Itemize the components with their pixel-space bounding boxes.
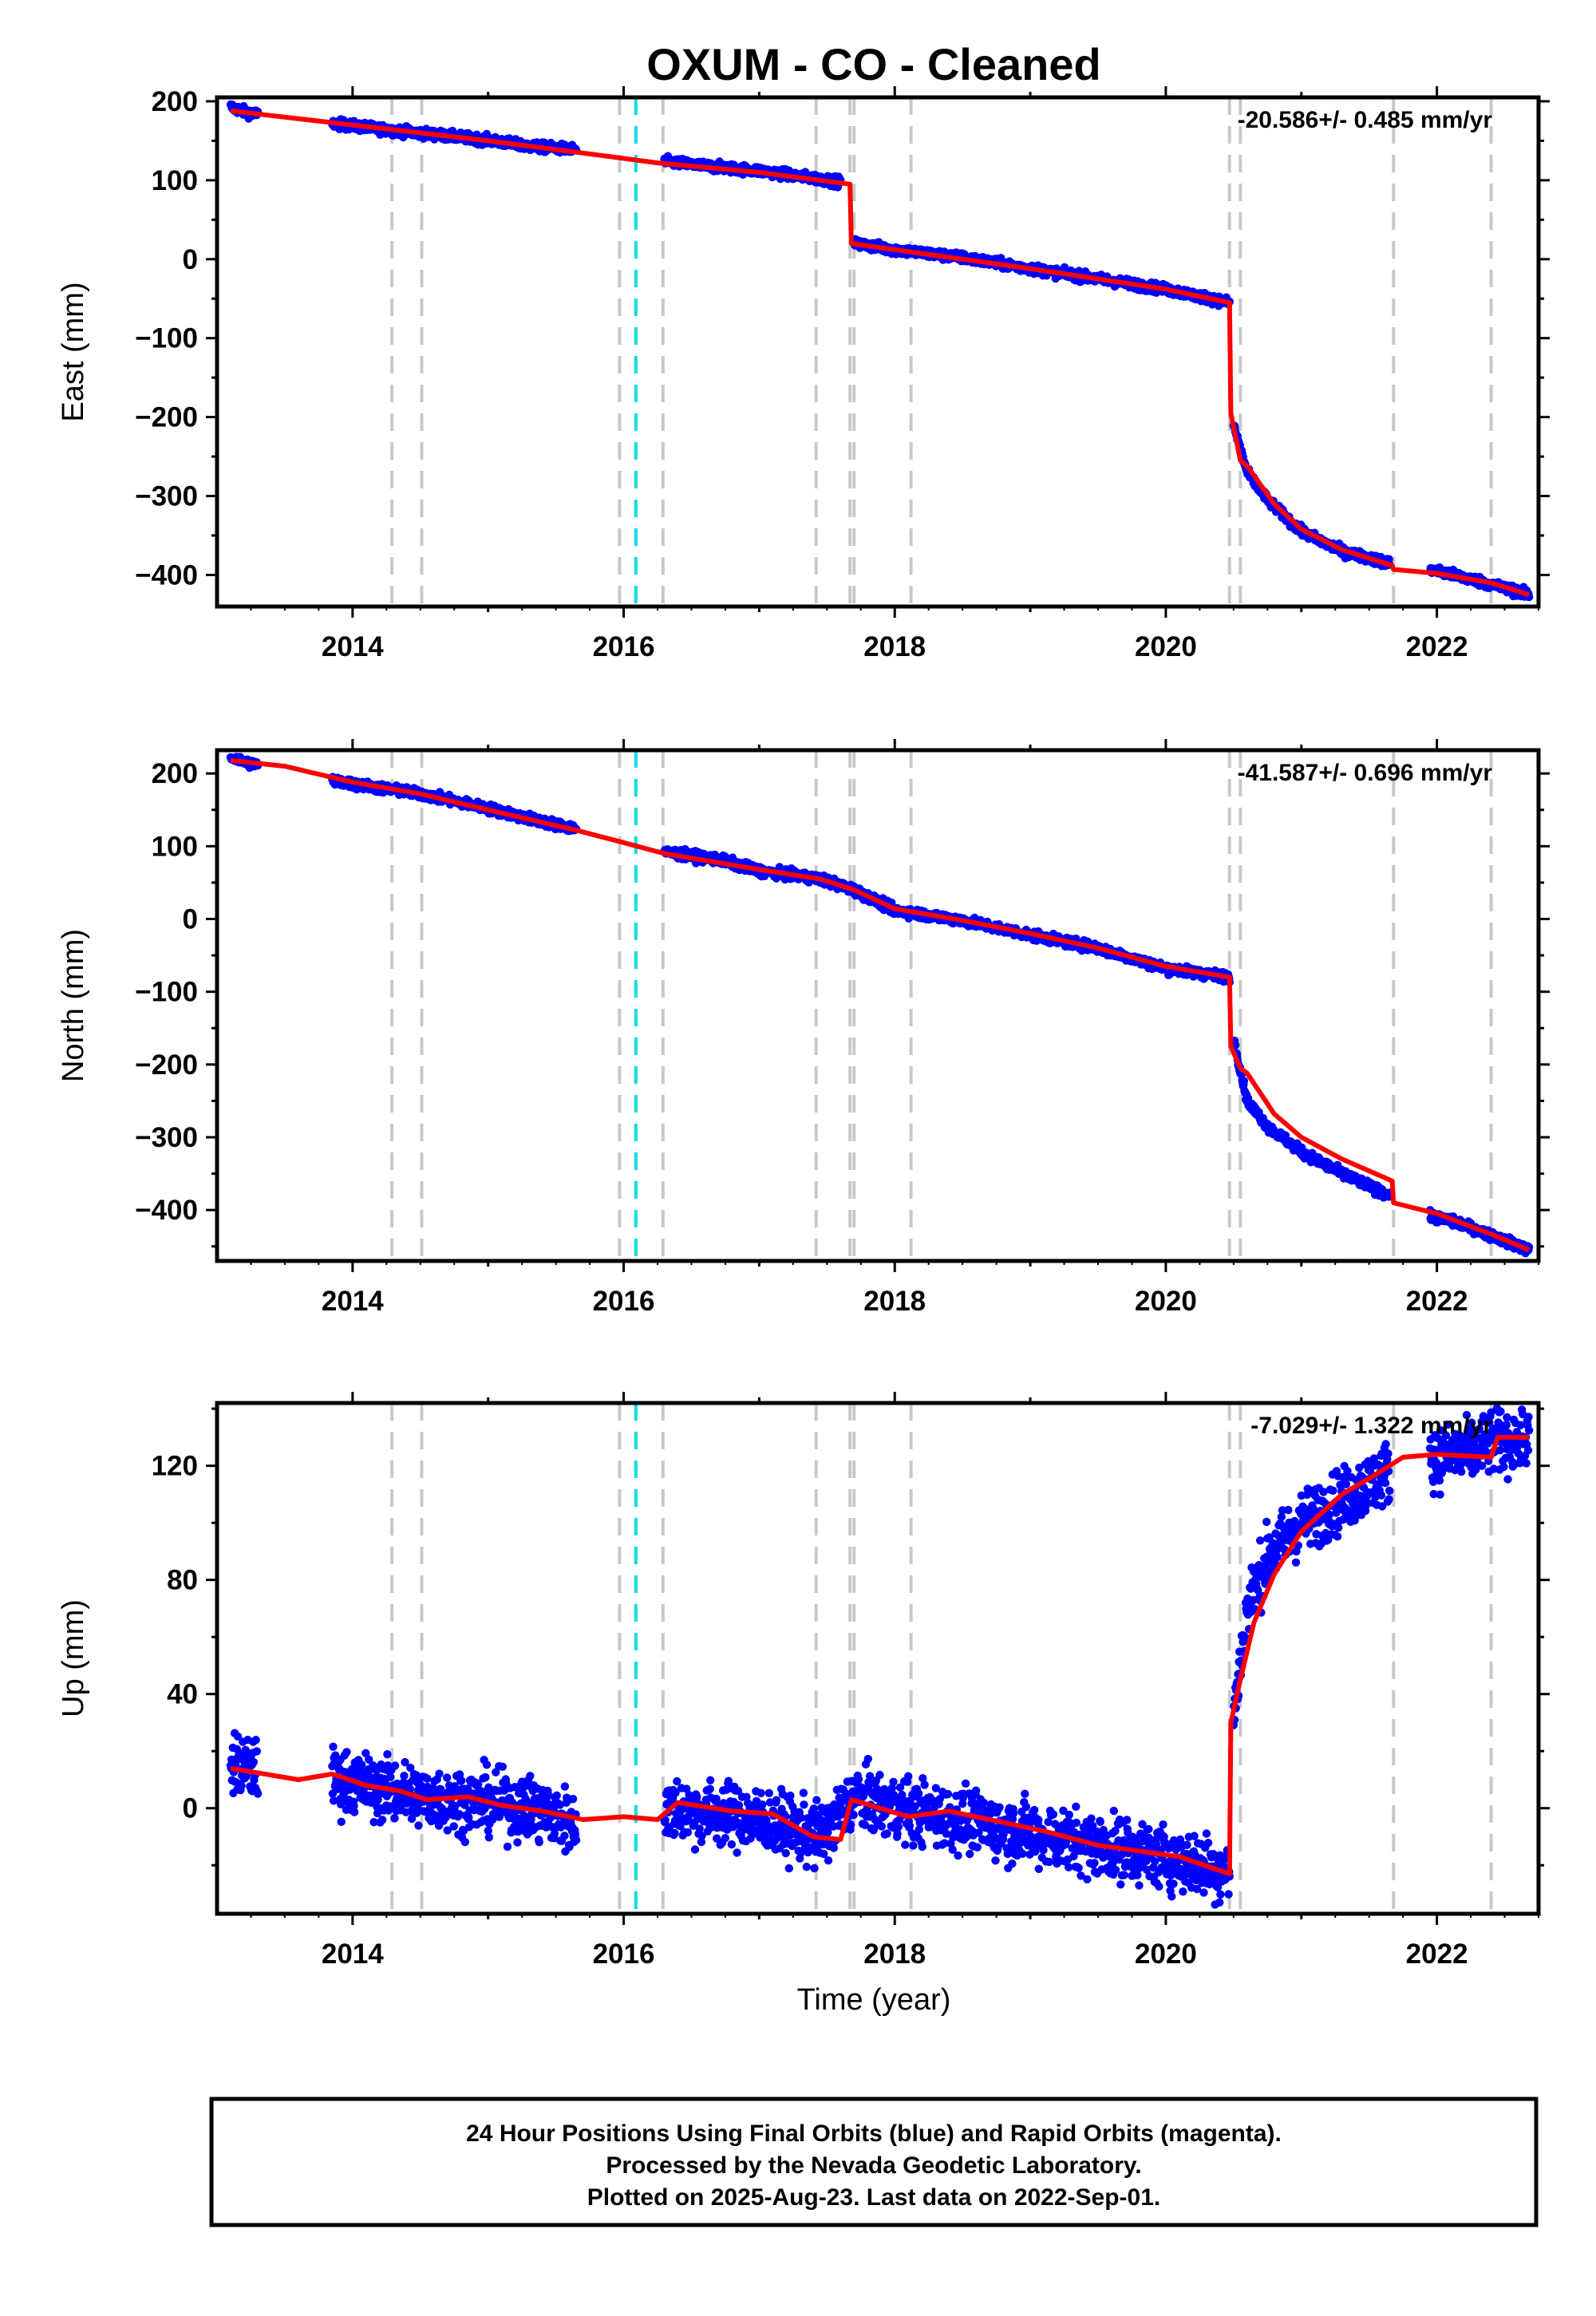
y-tick-label: 200 bbox=[152, 86, 198, 117]
y-axis-label-east: East (mm) bbox=[57, 282, 90, 421]
model-line bbox=[230, 757, 1531, 1253]
x-tick-label: 2020 bbox=[1135, 631, 1197, 662]
x-tick-label: 2016 bbox=[593, 1286, 655, 1317]
data-point bbox=[1239, 1077, 1249, 1085]
y-tick-label: −200 bbox=[135, 402, 198, 433]
x-tick-label: 2016 bbox=[593, 631, 655, 662]
x-tick-label: 2014 bbox=[322, 631, 384, 662]
plot-area-north bbox=[226, 753, 1534, 1258]
x-tick-label: 2022 bbox=[1406, 1286, 1468, 1317]
model-line bbox=[230, 108, 1530, 598]
y-tick-label: −300 bbox=[135, 481, 198, 512]
y-tick-label: −400 bbox=[135, 559, 198, 591]
axes-frame bbox=[215, 95, 1541, 609]
panels: 2014 2016 2018 2020 2022 200 100 0 −100 −200 −300 −… bbox=[57, 86, 1550, 1970]
x-tick-label: 2020 bbox=[1135, 1286, 1197, 1317]
figure-title: OXUM - CO - Cleaned bbox=[646, 39, 1100, 89]
x-tick-label: 2018 bbox=[863, 631, 926, 662]
x-tick-label: 2018 bbox=[863, 1286, 926, 1317]
x-tick-label: 2022 bbox=[1406, 631, 1468, 662]
rate-annotation-east: -20.586+/- 0.485 mm/yr bbox=[1238, 107, 1493, 133]
panel-east: 2014 2016 2018 2020 2022 200 100 0 −100 −200 −300 −… bbox=[57, 86, 1550, 662]
x-tick-label: 2014 bbox=[322, 1286, 384, 1317]
y-tick-label: 100 bbox=[152, 165, 198, 196]
y-tick-label: −100 bbox=[135, 323, 198, 354]
panel-north: 2014 2016 2018 2020 20222001000−100−200−300−… bbox=[57, 739, 1550, 1317]
y-tick-label: 0 bbox=[183, 244, 198, 275]
axes-frame bbox=[215, 748, 1541, 1263]
plot-area-east bbox=[226, 100, 1534, 602]
